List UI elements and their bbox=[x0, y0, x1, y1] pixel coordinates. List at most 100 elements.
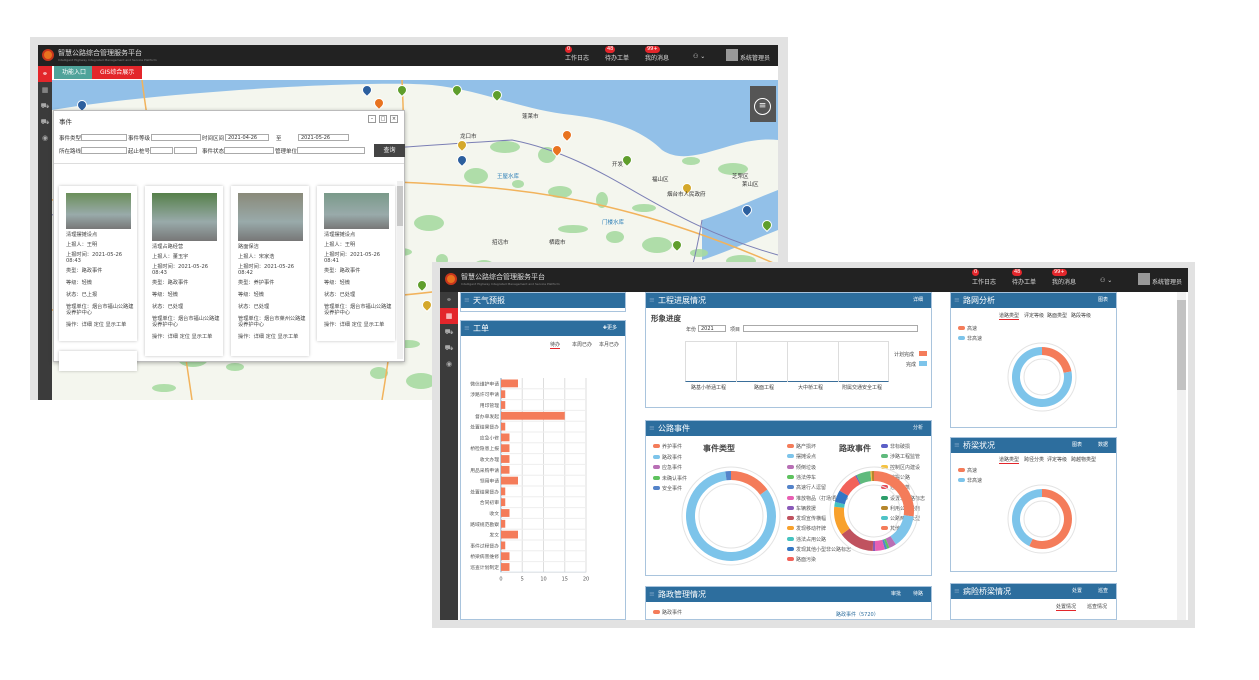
header-message-button[interactable]: 我的消息 bbox=[645, 55, 670, 62]
donut-slice[interactable] bbox=[882, 539, 888, 550]
header-log-button[interactable]: 工作日志 bbox=[972, 279, 997, 286]
donut-slice[interactable] bbox=[1012, 489, 1042, 547]
bar[interactable] bbox=[501, 379, 518, 388]
legend-item[interactable]: 高速行人逗留 bbox=[787, 484, 826, 491]
chart-link[interactable]: 图表 bbox=[1071, 442, 1082, 448]
donut-slice[interactable] bbox=[856, 471, 872, 485]
donut-slice[interactable] bbox=[874, 471, 914, 517]
tab-month-done[interactable]: 本月已办 bbox=[599, 342, 620, 348]
donut-slice[interactable] bbox=[725, 471, 731, 481]
road-icon[interactable]: ⛟ bbox=[40, 102, 50, 110]
legend-item[interactable]: 非高速 bbox=[958, 335, 982, 342]
bar[interactable] bbox=[501, 519, 506, 528]
status-select[interactable] bbox=[224, 147, 274, 154]
year-select[interactable]: 2021 bbox=[698, 325, 726, 332]
donut-slice[interactable] bbox=[841, 528, 874, 551]
bar[interactable] bbox=[501, 563, 510, 571]
legend-item[interactable]: 发现其他小型非公路标志 bbox=[787, 546, 851, 553]
legend-item[interactable]: 非高速 bbox=[958, 477, 982, 484]
tab-3[interactable]: 路段等级 bbox=[1071, 313, 1092, 319]
legend-item[interactable]: 其他 bbox=[881, 525, 931, 532]
card-ops[interactable]: 操作：详细 定位 显示工单 bbox=[324, 322, 385, 328]
header-edit-button[interactable]: 待办工单 bbox=[1012, 279, 1037, 286]
header-message-button[interactable]: 我的消息 bbox=[1052, 279, 1077, 286]
tab-1[interactable]: 评定等级 bbox=[1024, 313, 1045, 319]
eye-icon[interactable]: ◉ bbox=[41, 134, 49, 142]
bar[interactable] bbox=[501, 411, 565, 420]
share-icon[interactable]: ⚭ bbox=[38, 66, 52, 82]
avatar[interactable] bbox=[726, 49, 738, 61]
event-card[interactable]: 清理摆摊设点 上报人：王明 上报时间：2021-05-26 08:43 类型：路政事件… bbox=[59, 186, 137, 341]
legend-item[interactable]: 堆放物品（打场晒粮等） bbox=[787, 495, 851, 502]
unit-select[interactable] bbox=[297, 147, 365, 154]
bar[interactable] bbox=[501, 422, 506, 431]
detail-link[interactable]: 详细 bbox=[912, 297, 923, 303]
legend-item[interactable]: 路政事件 bbox=[653, 454, 682, 461]
pending-link[interactable]: 待路 bbox=[912, 591, 923, 597]
donut-slice[interactable] bbox=[885, 536, 896, 548]
legend-item[interactable]: 控制区内建设 bbox=[881, 464, 931, 471]
donut-slice[interactable] bbox=[874, 539, 885, 551]
donut-slice[interactable] bbox=[890, 515, 914, 545]
event-type-select[interactable] bbox=[81, 134, 127, 141]
search-button[interactable]: 查询 bbox=[374, 144, 405, 157]
tab-gis[interactable]: GIS综合展示 bbox=[92, 66, 143, 79]
user-name[interactable]: 系统管理员 bbox=[740, 55, 771, 62]
tab-inspect[interactable]: 巡查情况 bbox=[1087, 604, 1108, 610]
inspect-link[interactable]: 巡查 bbox=[1097, 588, 1108, 594]
approve-link[interactable]: 审批 bbox=[890, 591, 901, 597]
dispose-link[interactable]: 处置 bbox=[1071, 588, 1082, 594]
event-photo[interactable] bbox=[324, 193, 389, 229]
chart-link[interactable]: 图表 bbox=[1097, 297, 1108, 303]
donut-slice[interactable] bbox=[855, 475, 861, 485]
user-dropdown-icon[interactable]: ⚇ ⌄ bbox=[693, 53, 706, 60]
event-level-select[interactable] bbox=[151, 134, 201, 141]
tab-function-entry[interactable]: 功能入口 bbox=[54, 66, 95, 79]
legend-item[interactable]: 倾倒垃圾 bbox=[787, 464, 816, 471]
tab-dispose[interactable]: 处置情况 bbox=[1056, 604, 1077, 611]
grid-icon[interactable]: ▦ bbox=[41, 86, 49, 94]
event-card[interactable]: 清理占路经营 上报人：董玉宇 上报时间：2021-05-26 08:43 类型：路政事… bbox=[145, 186, 223, 356]
event-card[interactable]: 路面保洁 上报人：宋家浩 上报时间：2021-05-26 08:42 类型：养护事件等… bbox=[231, 186, 309, 356]
user-dropdown-icon[interactable]: ⚇ ⌄ bbox=[1100, 277, 1113, 284]
tab-3[interactable]: 跨越物类型 bbox=[1071, 457, 1097, 463]
bar[interactable] bbox=[501, 487, 506, 496]
bar[interactable] bbox=[501, 552, 510, 561]
stake-start-input[interactable] bbox=[150, 147, 173, 154]
bar[interactable] bbox=[501, 465, 510, 474]
close-button[interactable]: × bbox=[390, 115, 398, 123]
data-link[interactable]: 数据 bbox=[1097, 442, 1108, 448]
bar[interactable] bbox=[501, 498, 506, 507]
bar[interactable] bbox=[501, 541, 506, 550]
event-card[interactable]: 清理摆摊设点 上报人：王明 上报时间：2021-05-26 08:41 类型：路政事件… bbox=[317, 186, 395, 341]
donut-slice[interactable] bbox=[883, 538, 890, 549]
legend-item[interactable]: 养护事件 bbox=[653, 443, 682, 450]
legend-item[interactable]: 摆摊设点 bbox=[787, 453, 816, 460]
legend-item[interactable]: 高速 bbox=[958, 325, 977, 332]
tab-0[interactable]: 道路类型 bbox=[999, 457, 1020, 464]
legend-item[interactable]: 车辆救援 bbox=[787, 505, 816, 512]
legend-item[interactable]: 安全事件 bbox=[653, 485, 682, 492]
card-ops[interactable]: 操作：详细 定位 显示工单 bbox=[66, 322, 127, 328]
donut-slice[interactable] bbox=[1042, 347, 1072, 373]
event-photo[interactable] bbox=[238, 193, 303, 241]
start-date-input[interactable]: 2021-04-26 bbox=[225, 134, 269, 141]
donut-slice[interactable] bbox=[731, 471, 768, 495]
page-scrollbar[interactable] bbox=[1177, 292, 1186, 620]
legend-item[interactable]: 应急事件 bbox=[653, 464, 682, 471]
legend-item[interactable]: 高速 bbox=[958, 467, 977, 474]
item-select[interactable] bbox=[743, 325, 918, 332]
road-icon[interactable]: ⛟ bbox=[444, 344, 454, 352]
tab-pending[interactable]: 待办 bbox=[550, 342, 561, 349]
tab-2[interactable]: 路面类型 bbox=[1047, 313, 1068, 319]
legend-item[interactable]: 路面污染 bbox=[787, 556, 816, 563]
bar[interactable] bbox=[501, 444, 510, 453]
tab-1[interactable]: 跨径分类 bbox=[1024, 457, 1045, 463]
donut-slice[interactable] bbox=[834, 501, 845, 508]
donut-slice[interactable] bbox=[839, 475, 860, 496]
tab-2[interactable]: 评定等级 bbox=[1047, 457, 1068, 463]
share-icon[interactable]: ⚭ bbox=[446, 296, 452, 304]
header-edit-button[interactable]: 待办工单 bbox=[605, 55, 630, 62]
minimize-button[interactable]: – bbox=[368, 115, 376, 123]
avatar[interactable] bbox=[1138, 273, 1150, 285]
